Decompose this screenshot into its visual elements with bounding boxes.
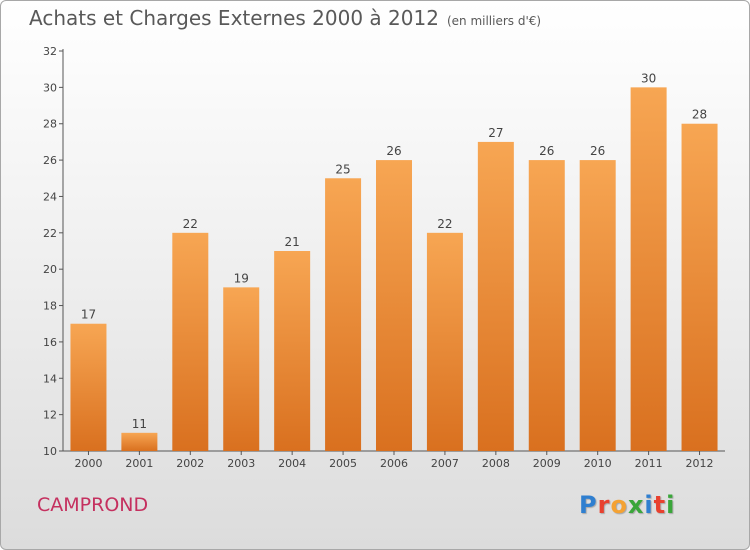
x-tick-label: 2012 [686,457,714,470]
proxiti-logo[interactable]: Proxiti [579,491,675,519]
logo-letter: o [610,491,628,519]
bar [70,323,107,451]
y-tick-label: 28 [43,118,57,131]
y-tick-label: 14 [43,372,57,385]
bar [681,123,718,452]
bar [376,160,412,451]
logo-letter: i [666,491,676,519]
bar-value-label: 11 [132,417,147,431]
bar-value-label: 25 [335,162,350,176]
y-tick-label: 24 [43,190,57,203]
bar-value-label: 22 [437,217,452,231]
logo-letter: t [653,491,667,519]
bar-value-label: 26 [590,144,605,158]
y-tick-label: 30 [43,81,57,94]
chart-title: Achats et Charges Externes 2000 à 2012 (e… [29,6,541,30]
logo-letter: x [627,491,645,519]
title-text: Achats et Charges Externes 2000 à 2012 [29,6,439,30]
x-tick-label: 2002 [176,457,204,470]
bar-value-label: 26 [386,144,401,158]
y-tick-label: 16 [43,336,57,349]
x-tick-label: 2004 [278,457,306,470]
x-tick-label: 2003 [227,457,255,470]
commune-name: CAMPROND [37,494,149,516]
x-tick-label: 2006 [380,457,408,470]
y-tick-label: 12 [43,409,57,422]
bar [325,178,362,452]
bar [630,87,667,451]
bar-value-label: 22 [183,217,198,231]
bar-value-label: 28 [692,108,707,122]
y-tick-label: 20 [43,263,57,276]
y-tick-label: 32 [43,45,57,58]
bar [477,141,514,451]
bar-value-label: 17 [81,308,96,322]
bar [426,232,463,451]
bar-value-label: 21 [285,235,300,249]
logo-letter: i [644,491,654,519]
x-tick-label: 2001 [125,457,153,470]
y-tick-label: 22 [43,227,57,240]
bar [223,287,260,451]
y-tick-label: 10 [43,445,57,458]
bar [528,160,565,451]
chart-subtitle: (en milliers d'€) [446,14,542,28]
x-tick-label: 2009 [533,457,561,470]
x-tick-label: 2010 [584,457,612,470]
bar [172,232,209,451]
logo-letter: P [579,491,598,519]
bar-value-label: 19 [234,271,249,285]
bar [274,251,311,451]
bar [579,160,616,451]
x-tick-label: 2000 [74,457,102,470]
x-tick-label: 2007 [431,457,459,470]
y-tick-label: 18 [43,300,57,313]
bar-value-label: 27 [488,126,503,140]
bar-value-label: 30 [641,71,656,85]
x-tick-label: 2011 [635,457,663,470]
x-tick-label: 2005 [329,457,357,470]
logo-letter: r [597,491,611,519]
bar-value-label: 26 [539,144,554,158]
y-tick-label: 26 [43,154,57,167]
bar [121,432,158,451]
x-tick-label: 2008 [482,457,510,470]
